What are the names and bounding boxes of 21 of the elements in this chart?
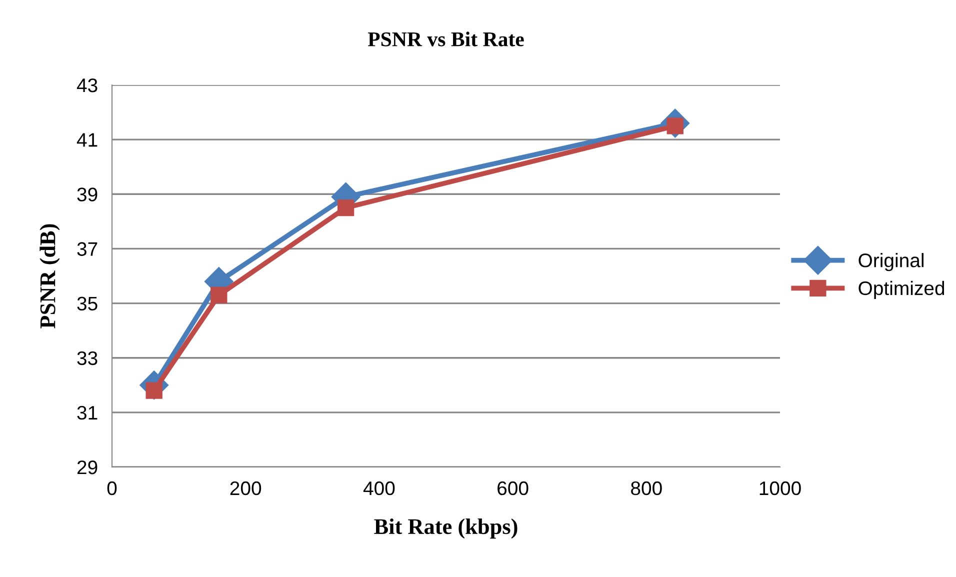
x-tick-label: 200 [230, 481, 262, 496]
y-tick-label: 37 [77, 242, 98, 256]
y-axis-title: PSNR (dB) [40, 224, 60, 328]
x-tick-label: 400 [363, 481, 395, 496]
chart-title: PSNR vs Bit Rate [368, 32, 524, 46]
x-axis-title: Bit Rate (kbps) [374, 518, 518, 539]
y-tick-label: 35 [77, 296, 98, 311]
legend-label: Original [858, 253, 924, 272]
x-tick-label: 600 [498, 481, 528, 496]
y-tick-label: 43 [76, 78, 98, 92]
y-tick-label: 33 [77, 351, 98, 366]
legend-label: Optimized [858, 280, 944, 299]
x-tick-label: 800 [631, 481, 662, 496]
y-tick-label: 41 [76, 133, 98, 147]
point [337, 199, 354, 216]
y-tick-label: 39 [77, 188, 98, 202]
y-tick-label: 29 [77, 460, 98, 474]
point [210, 286, 228, 304]
x-tick-label: 0 [107, 481, 117, 496]
x-tick-label: 1000 [760, 481, 801, 496]
y-tick-label: 31 [77, 406, 98, 420]
